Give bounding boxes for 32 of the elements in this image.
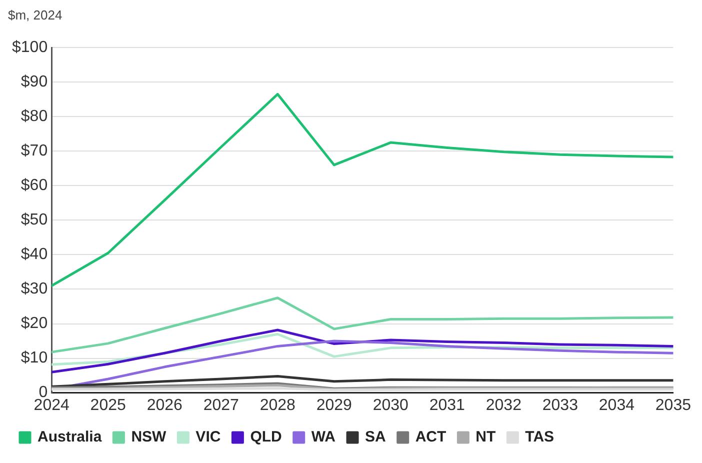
legend-label: NSW: [131, 428, 168, 446]
y-tick-label: $50: [20, 212, 48, 229]
x-tick-label: 2025: [90, 396, 126, 414]
legend-label: WA: [311, 428, 336, 446]
y-tick-label: $90: [20, 74, 48, 91]
y-axis-title: $m, 2024: [8, 7, 62, 22]
legend-label: Australia: [38, 428, 102, 446]
legend-label: SA: [365, 428, 386, 446]
legend-label: VIC: [196, 428, 221, 446]
x-tick-label: 2034: [598, 396, 635, 414]
x-tick-label: 2030: [372, 396, 409, 414]
y-tick-label: $60: [20, 177, 48, 194]
y-tick-label: $10: [20, 350, 48, 367]
x-tick-label: 2033: [542, 396, 578, 414]
legend-label: TAS: [525, 428, 554, 446]
y-tick-label: $30: [20, 280, 48, 298]
x-tick-label: 2031: [429, 396, 466, 414]
x-tick-label: 2035: [655, 396, 692, 414]
y-tick-label: $20: [20, 315, 48, 332]
y-tick-label: $100: [12, 39, 48, 56]
legend-label: NT: [476, 428, 496, 446]
y-tick-label: $80: [20, 108, 48, 126]
x-tick-label: 2028: [260, 396, 296, 414]
x-tick-label: 2032: [486, 396, 522, 414]
legend-label: ACT: [415, 428, 446, 446]
x-tick-label: 2027: [203, 396, 240, 414]
x-tick-label: 2026: [146, 396, 183, 414]
y-tick-label: $40: [20, 246, 48, 264]
x-tick-label: 2024: [34, 396, 70, 414]
legend-label: QLD: [250, 428, 282, 446]
y-tick-label: $70: [20, 142, 48, 160]
x-tick-label: 2029: [316, 396, 352, 414]
